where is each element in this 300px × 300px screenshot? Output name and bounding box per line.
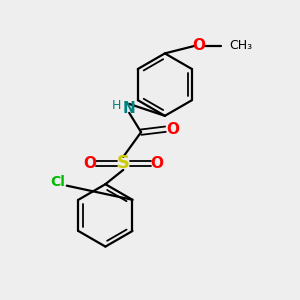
Text: CH₃: CH₃ [229, 40, 252, 52]
Text: O: O [83, 156, 97, 171]
Text: O: O [150, 156, 163, 171]
Text: O: O [166, 122, 179, 137]
Text: S: S [117, 154, 130, 172]
Text: H: H [112, 99, 122, 112]
Text: N: N [123, 101, 136, 116]
Text: O: O [193, 38, 206, 53]
Text: Cl: Cl [50, 175, 65, 189]
